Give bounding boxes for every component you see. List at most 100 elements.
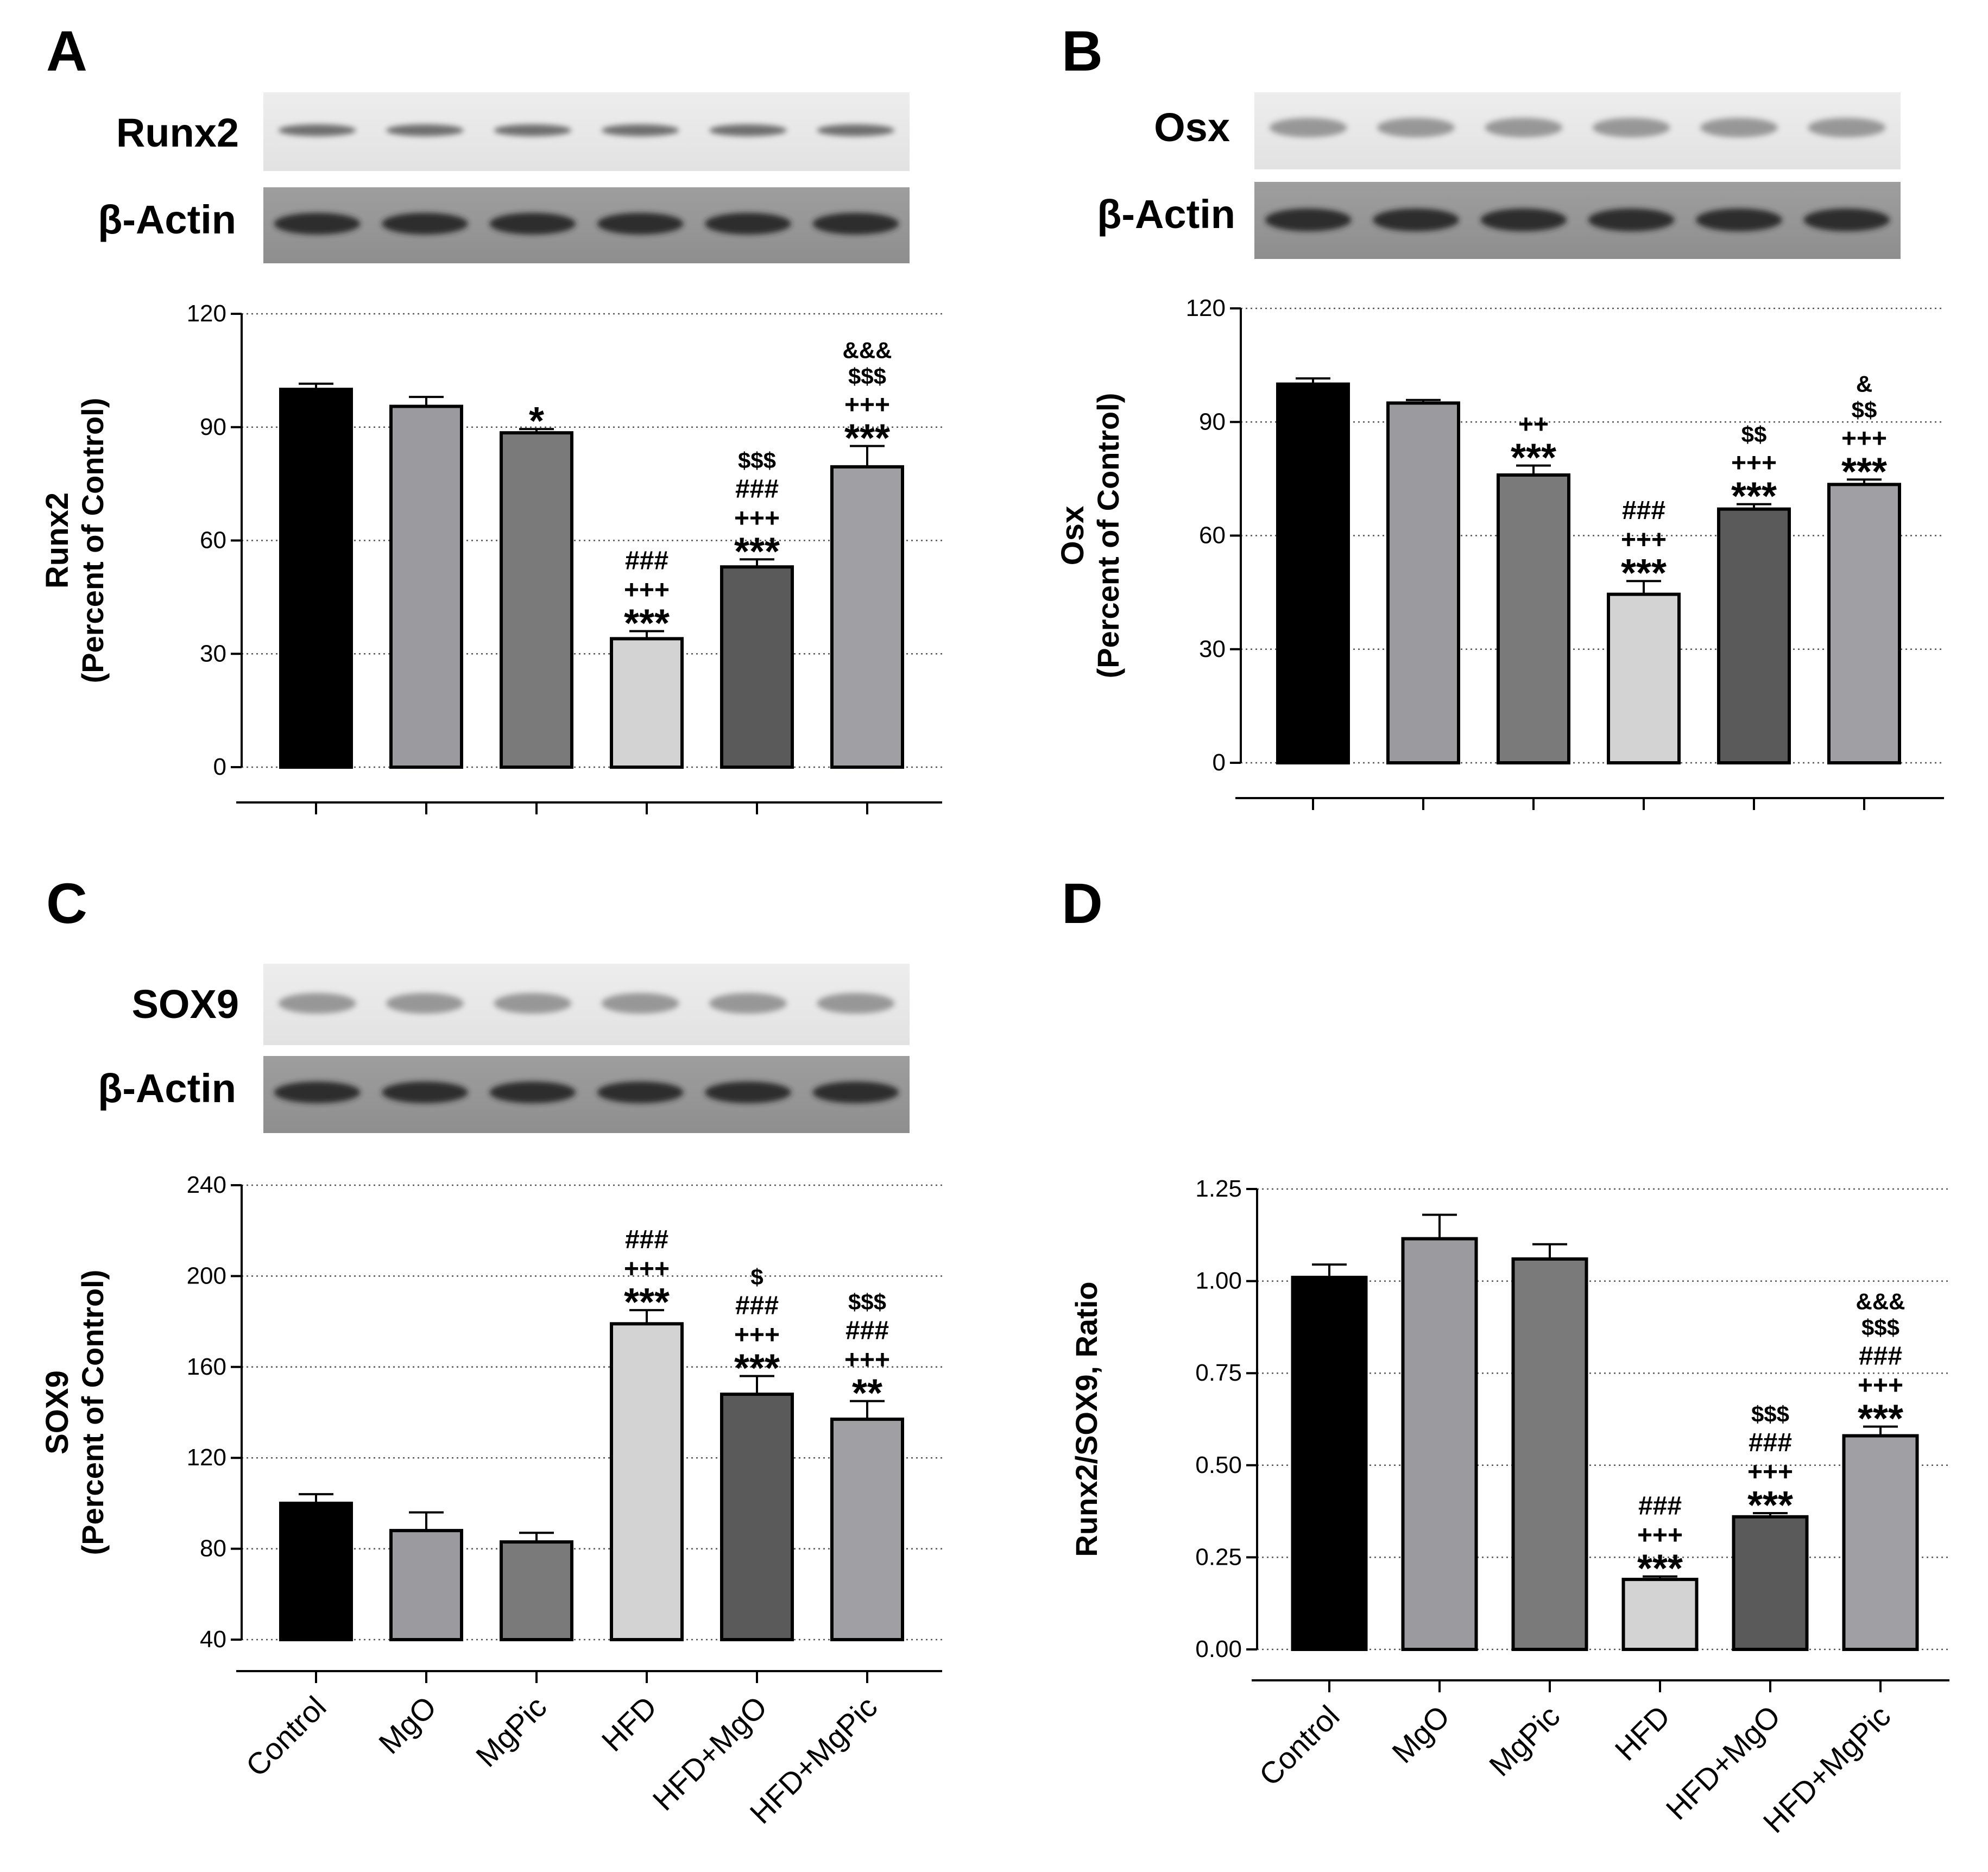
significance-label: +++ bbox=[1841, 424, 1887, 453]
blot-b-actin-band bbox=[1265, 208, 1352, 231]
significance-label: *** bbox=[734, 1347, 780, 1390]
significance-label: +++ bbox=[1858, 1371, 1903, 1400]
blot-a-actin-band bbox=[274, 213, 361, 235]
significance-label: *** bbox=[1747, 1484, 1793, 1527]
blot-b-protein-band bbox=[1269, 118, 1347, 137]
significance-label: *** bbox=[624, 1281, 670, 1324]
blot-b-protein-strip bbox=[1254, 92, 1901, 169]
bar bbox=[1621, 1578, 1699, 1651]
category-label: HFD bbox=[595, 1690, 664, 1758]
significance-label: +++ bbox=[844, 391, 890, 420]
blot-b-protein-band bbox=[1377, 118, 1455, 137]
significance-label: &&& bbox=[843, 338, 892, 363]
y-tick-label: 80 bbox=[200, 1535, 226, 1562]
blot-a-actin-band bbox=[705, 213, 791, 235]
panel-letter-a: A bbox=[46, 20, 87, 83]
y-tick-label: 90 bbox=[1199, 408, 1226, 435]
blot-a-protein-label: Runx2 bbox=[116, 110, 239, 155]
y-tick-label: 60 bbox=[1199, 522, 1226, 549]
blot-c-protein-band bbox=[817, 993, 895, 1014]
chart-d: 0.00 0.25 0.50 0.75 1.00 1.25 Runx2/SOX9, Rati… bbox=[1069, 1175, 1949, 1839]
blot-c-protein-band bbox=[709, 993, 787, 1014]
y-tick-label: 40 bbox=[200, 1626, 226, 1653]
y-axis-sublabel: (Percent of Control) bbox=[1091, 393, 1125, 679]
y-axis-label: Osx bbox=[1055, 506, 1090, 566]
significance-label: +++ bbox=[844, 1346, 890, 1375]
panel-letter-c: C bbox=[46, 872, 87, 935]
blot-a-protein-band bbox=[817, 124, 895, 136]
significance-label: *** bbox=[1511, 436, 1556, 479]
y-axis-label: SOX9 bbox=[40, 1370, 75, 1454]
blot-c-protein-band bbox=[278, 993, 356, 1014]
blot-a-loading-strip bbox=[263, 187, 910, 263]
y-tick-label: 0.25 bbox=[1195, 1544, 1242, 1570]
blot-c-protein-label: SOX9 bbox=[132, 982, 239, 1027]
significance-label: &&& bbox=[1856, 1289, 1905, 1314]
blot-c-actin-band bbox=[597, 1082, 684, 1103]
blot-c-protein-band bbox=[386, 993, 464, 1014]
significance-label: ### bbox=[735, 475, 779, 503]
blot-a-protein-band bbox=[386, 124, 464, 136]
significance-label: *** bbox=[734, 530, 780, 573]
blot-a-actin-band bbox=[382, 213, 468, 235]
bar bbox=[1717, 507, 1791, 764]
bar bbox=[389, 1529, 463, 1642]
significance-label: $ bbox=[750, 1264, 763, 1290]
category-label: MgO bbox=[372, 1690, 443, 1760]
bar bbox=[1386, 401, 1460, 764]
significance-label: +++ bbox=[1637, 1521, 1683, 1550]
bar bbox=[610, 637, 684, 769]
panel-letter-d: D bbox=[1062, 872, 1103, 935]
y-tick-label: 30 bbox=[200, 640, 226, 667]
bar bbox=[1732, 1515, 1809, 1651]
blot-a-protein-band bbox=[278, 124, 356, 136]
significance-label: +++ bbox=[1731, 449, 1777, 478]
y-tick-label: 1.00 bbox=[1195, 1268, 1242, 1294]
significance-label: ### bbox=[625, 547, 668, 575]
bar bbox=[830, 465, 904, 769]
bar bbox=[1827, 483, 1901, 764]
panel-letter-b: B bbox=[1062, 20, 1103, 83]
y-tick-label: 120 bbox=[187, 300, 226, 327]
blot-b-protein-band bbox=[1700, 118, 1778, 137]
blot-c-actin-band bbox=[274, 1082, 361, 1103]
significance-label: *** bbox=[1841, 450, 1887, 494]
bar bbox=[500, 431, 573, 769]
bar bbox=[1842, 1434, 1919, 1652]
significance-label: ### bbox=[1622, 496, 1665, 525]
blot-c-actin-band bbox=[812, 1082, 899, 1103]
chart-c: 40 80 120 160 200 240 SOX9 (Percent of Control)… bbox=[40, 1172, 942, 1830]
significance-label: $$$ bbox=[1861, 1315, 1899, 1340]
blot-a-actin-band bbox=[597, 213, 684, 235]
blot-a-protein-band bbox=[494, 124, 572, 136]
blot-b-protein-band bbox=[1592, 118, 1670, 137]
significance-label: *** bbox=[1637, 1547, 1683, 1591]
bar bbox=[500, 1540, 573, 1641]
bar bbox=[1511, 1257, 1588, 1651]
blot-c-actin-band bbox=[382, 1082, 468, 1103]
blot-b: Osx β-Actin bbox=[1097, 92, 1901, 259]
significance-label: & bbox=[1856, 371, 1872, 396]
bar bbox=[279, 1501, 353, 1641]
blot-b-actin-band bbox=[1480, 208, 1567, 231]
blot-b-bands bbox=[1265, 118, 1890, 231]
y-tick-label: 90 bbox=[200, 414, 226, 440]
blot-a-protein-strip bbox=[263, 92, 910, 171]
category-label: Control bbox=[239, 1690, 332, 1783]
blot-b-loading-strip bbox=[1254, 182, 1901, 259]
y-axis-sublabel: (Percent of Control) bbox=[75, 1270, 110, 1555]
blot-a: Runx2 β-Actin bbox=[98, 92, 910, 263]
significance-label: ### bbox=[1638, 1492, 1682, 1521]
blot-b-loading-label: β-Actin bbox=[1097, 192, 1235, 237]
significance-label: $$$ bbox=[1751, 1401, 1789, 1427]
bar bbox=[1291, 1275, 1368, 1651]
significance-label: *** bbox=[624, 602, 670, 646]
y-tick-label: 60 bbox=[200, 527, 226, 554]
y-tick-label: 0 bbox=[213, 754, 226, 780]
y-tick-label: 0.00 bbox=[1195, 1636, 1242, 1662]
category-label: MgPic bbox=[1482, 1699, 1567, 1783]
category-label: MgPic bbox=[469, 1690, 553, 1774]
bar bbox=[1497, 473, 1570, 764]
